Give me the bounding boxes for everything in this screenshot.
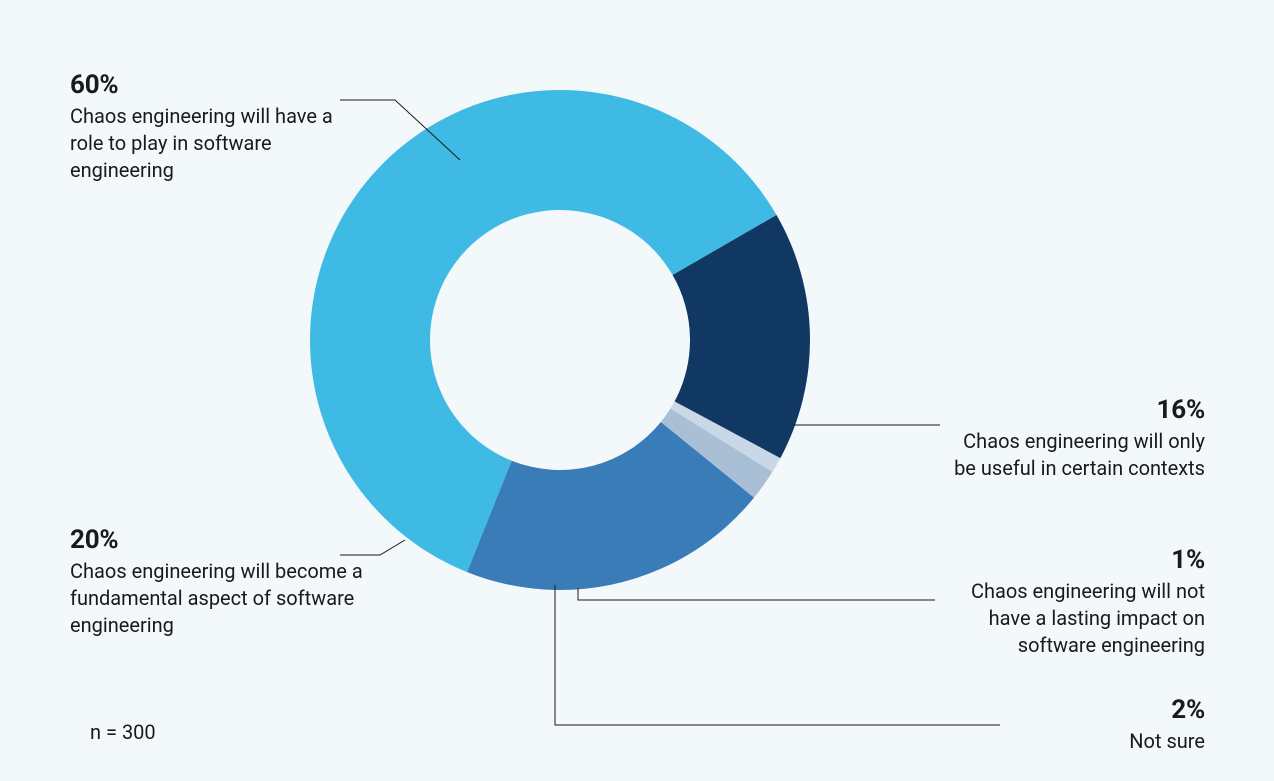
segment-percent: 60% [70,70,350,101]
segment-label-no-lasting-impact: 1% Chaos engineering will not have a las… [935,545,1205,659]
segment-description: Chaos engineering will not have a lastin… [935,578,1205,659]
segment-label-role-to-play: 60% Chaos engineering will have a role t… [70,70,350,184]
segment-percent: 2% [1000,695,1205,726]
segment-description: Not sure [1000,728,1205,755]
segment-description: Chaos engineering will only be useful in… [940,428,1205,482]
chart-stage: 60% Chaos engineering will have a role t… [0,0,1274,781]
segment-label-not-sure: 2% Not sure [1000,695,1205,755]
leader-line-no_lasting_impact [578,588,935,600]
segment-percent: 16% [940,395,1205,426]
segment-label-certain-contexts: 16% Chaos engineering will only be usefu… [940,395,1205,482]
segment-description: Chaos engineering will become a fundamen… [70,558,390,639]
leader-line-not_sure [555,585,1000,725]
segment-percent: 1% [935,545,1205,576]
segment-label-fundamental: 20% Chaos engineering will become a fund… [70,525,390,639]
sample-size-note: n = 300 [90,720,156,744]
segment-description: Chaos engineering will have a role to pl… [70,103,350,184]
donut-segments [310,90,810,590]
segment-percent: 20% [70,525,390,556]
